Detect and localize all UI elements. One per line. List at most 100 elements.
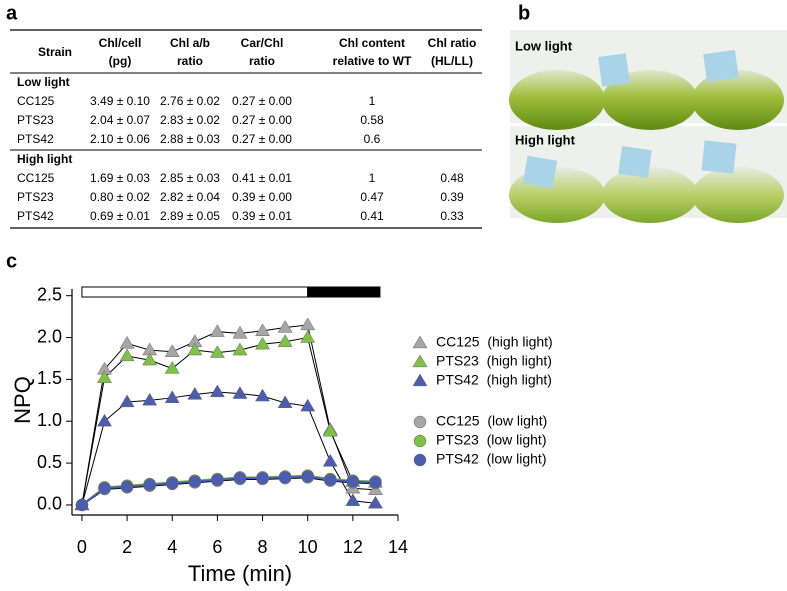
flask-tag: [703, 49, 739, 83]
chart: 0.0 0.5 1.0 1.5 2.0 2.5 0 2 4 6 8 10 12 14 Time (min) N…: [10, 284, 553, 585]
flask: [692, 70, 784, 130]
legend-marker: [413, 453, 427, 467]
table-cell: 0.80 ± 0.02: [90, 190, 150, 204]
y-tick-label: 0.0: [37, 494, 62, 514]
column-header: Chl ratio: [428, 36, 477, 50]
table-cell: 1: [369, 94, 376, 108]
legend-marker: [413, 434, 427, 448]
column-header: Strain: [38, 45, 72, 59]
table-cell: 2.10 ± 0.06: [90, 132, 150, 146]
table-cell: 0.47: [360, 190, 384, 204]
table-cell: 0.33: [440, 209, 464, 223]
flask: [509, 70, 605, 130]
x-tick-label: 8: [258, 537, 268, 557]
column-header: (pg): [109, 54, 132, 68]
column-header: Car/Chl: [241, 36, 284, 50]
table-cell: 0.27 ± 0.00: [232, 94, 292, 108]
legend-label: CC125 (high light): [436, 334, 553, 350]
y-tick-label: 2.5: [37, 284, 62, 304]
x-axis-title: Time (min): [188, 561, 292, 586]
legend-marker: [412, 373, 428, 387]
group-label: Low light: [17, 75, 70, 89]
legend-label: PTS23 (low light): [436, 432, 546, 448]
data-point: [164, 344, 180, 357]
group-label: High light: [17, 152, 72, 166]
table-cell: 0.69 ± 0.01: [90, 209, 150, 223]
table: Strain Chl/cell (pg) Chl a/b ratio Car/Chl rat…: [10, 29, 482, 229]
data-point: [301, 470, 314, 483]
data-point: [120, 480, 134, 493]
data-point: [97, 413, 112, 427]
data-point: [345, 493, 361, 506]
data-point: [187, 342, 203, 356]
x-tick-label: 2: [122, 537, 132, 557]
data-point: [232, 325, 248, 339]
data-point: [164, 390, 180, 403]
legend-label: PTS23 (high light): [436, 353, 552, 369]
photo-label: High light: [515, 132, 576, 147]
light-period: [307, 286, 381, 298]
data-point: [143, 478, 156, 492]
data-point: [119, 394, 135, 408]
data-point: [97, 370, 112, 383]
legend-marker: [413, 415, 427, 429]
table-cell: 0.39: [440, 190, 464, 204]
legend-label: PTS42 (low light): [436, 451, 546, 467]
photo: Low light High light: [509, 30, 787, 223]
column-header: Chl content: [339, 36, 405, 50]
table-cell: 0.41 ± 0.01: [232, 171, 292, 185]
table-cell: 0.27 ± 0.00: [232, 113, 292, 127]
column-header: Chl a/b: [170, 36, 210, 50]
table-cell: PTS23: [17, 190, 54, 204]
x-tick-label: 4: [167, 537, 177, 557]
x-tick-label: 6: [212, 537, 222, 557]
x-tick-label: 10: [298, 537, 318, 557]
data-point: [369, 476, 382, 489]
data-point: [142, 352, 158, 366]
data-point: [277, 320, 293, 333]
table-cell: PTS42: [17, 132, 54, 146]
data-point: [211, 473, 224, 487]
table-cell: 2.82 ± 0.04: [160, 190, 220, 204]
column-header: Chl/cell: [99, 36, 142, 50]
table-cell: 2.04 ± 0.07: [90, 113, 150, 127]
column-header: ratio: [177, 54, 203, 68]
table-cell: 2.83 ± 0.02: [160, 113, 220, 127]
data-point: [98, 481, 111, 495]
data-point: [209, 384, 225, 398]
table-cell: 0.39 ± 0.00: [232, 190, 292, 204]
legend-marker: [412, 354, 428, 368]
data-point: [232, 386, 248, 399]
flask: [602, 167, 698, 223]
data-point: [232, 342, 248, 356]
data-point: [300, 398, 316, 412]
flask-tag: [522, 155, 558, 189]
table-cell: 0.27 ± 0.00: [232, 132, 292, 146]
column-header: ratio: [249, 54, 275, 68]
data-point: [233, 471, 247, 485]
flask-tag: [618, 146, 652, 178]
data-point: [75, 498, 89, 512]
data-point: [255, 336, 270, 350]
data-point: [324, 473, 337, 487]
table-cell: 2.76 ± 0.02: [160, 94, 220, 108]
data-point: [278, 471, 292, 484]
flask: [509, 167, 605, 223]
column-header: relative to WT: [333, 54, 412, 68]
table-cell: 2.85 ± 0.03: [160, 171, 220, 185]
data-point: [277, 395, 293, 408]
legend-label: CC125 (low light): [436, 413, 547, 429]
data-point: [188, 475, 202, 488]
table-cell: PTS23: [17, 113, 54, 127]
table-cell: 1: [369, 171, 376, 185]
data-point: [209, 324, 225, 337]
data-point: [300, 330, 316, 343]
data-point: [346, 475, 360, 488]
table-cell: CC125: [17, 171, 55, 185]
data-point: [164, 361, 180, 374]
data-point: [142, 392, 158, 406]
table-cell: CC125: [17, 94, 55, 108]
table-cell: 0.6: [364, 132, 381, 146]
data-point: [119, 348, 135, 362]
flask-tag: [701, 140, 737, 174]
